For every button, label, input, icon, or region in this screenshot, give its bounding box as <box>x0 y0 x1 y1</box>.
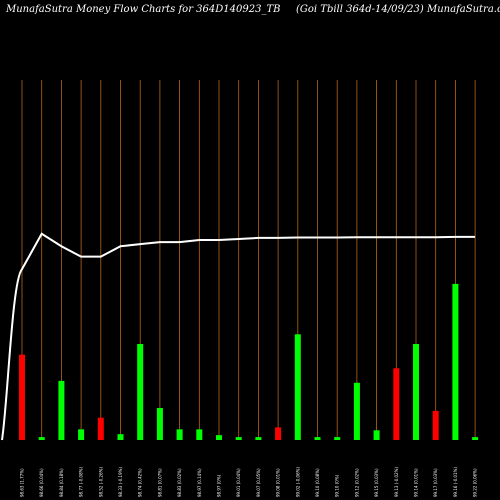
money-flow-bar <box>255 437 262 440</box>
money-flow-bar <box>452 283 459 440</box>
money-flow-bar <box>334 437 341 440</box>
money-flow-bar <box>413 344 419 440</box>
money-flow-bar <box>314 437 321 440</box>
chart-subtitle: (Goi Tbill 364d-14/09/23) MunafaSutra.co… <box>296 4 500 15</box>
money-flow-bar <box>393 368 400 440</box>
money-flow-bar <box>235 437 242 440</box>
x-tick-label: 99.15 (0.03%) <box>374 468 379 497</box>
money-flow-bar <box>432 410 439 440</box>
x-tick-label: 99.10 (0.08%) <box>315 468 320 497</box>
money-flow-bar <box>156 408 163 440</box>
x-tick-label: 98.97 (0%) <box>217 474 222 497</box>
money-flow-bar <box>373 430 380 440</box>
money-flow-bar <box>196 429 203 440</box>
price-line <box>1 232 476 441</box>
x-tick-label: 98.84 (0.18%) <box>59 468 64 497</box>
money-flow-bar <box>176 429 183 440</box>
x-tick-label: 98.33 (-0.19%) <box>118 467 123 497</box>
x-tick-label: 98.81 (0.07%) <box>157 468 162 497</box>
x-tick-label: 98.63 (1.77%) <box>20 468 25 497</box>
money-flow-bar <box>38 437 45 440</box>
x-tick-label: 99.01 (0.04%) <box>236 468 241 497</box>
x-tick-label: 98.77 (-0.08%) <box>79 467 84 497</box>
x-tick-label: 99.08 (0.01%) <box>276 468 281 497</box>
x-tick-label: 99.22 (0.06%) <box>473 468 478 497</box>
money-flow-bar <box>117 434 124 440</box>
chart-title: MunafaSutra Money Flow Charts for 364D14… <box>6 4 281 15</box>
x-tick-label: 99.02 (-0.06%) <box>295 467 300 497</box>
x-tick-label: 99.13 (-0.02%) <box>394 467 399 497</box>
x-tick-label: 99.14 (0.01%) <box>414 468 419 497</box>
money-flow-bar <box>275 427 282 440</box>
money-flow-bar <box>472 437 479 440</box>
money-flow-bar <box>97 417 104 440</box>
x-tick-label: 98.66 (0.04%) <box>39 468 44 497</box>
money-flow-bar <box>137 344 144 440</box>
money-flow-bar <box>78 429 85 440</box>
money-flow-bar <box>353 382 360 440</box>
x-tick-label: 98.97 (0.14%) <box>197 468 202 497</box>
money-flow-bar <box>58 380 65 440</box>
x-tick-label: 99.16 (-0.01%) <box>453 467 458 497</box>
x-tick-label: 99.07 (0.05%) <box>256 468 261 497</box>
x-tick-label: 98.52 (-0.26%) <box>98 467 103 497</box>
money-flow-bar <box>216 435 222 440</box>
x-tick-label: 99.12 (0.02%) <box>354 468 359 497</box>
x-tick-label: 98.83 (0.02%) <box>177 468 182 497</box>
x-tick-label: 98.74 (0.42%) <box>138 468 143 497</box>
money-flow-bar <box>19 354 25 440</box>
x-tick-label: 99.10 (0%) <box>335 474 340 497</box>
money-flow-bar <box>294 334 301 440</box>
x-tick-label: 99.17 (0.03%) <box>433 468 438 497</box>
